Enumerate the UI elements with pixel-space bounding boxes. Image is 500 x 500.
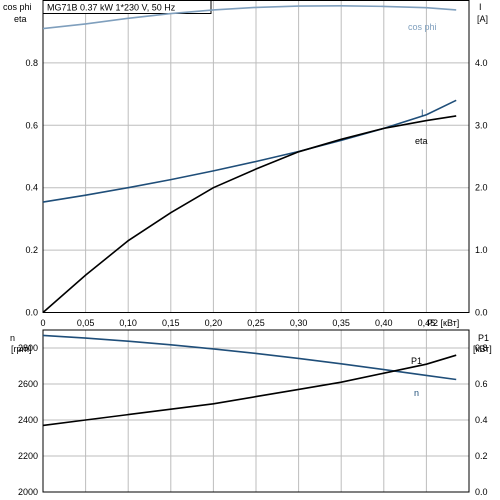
bottom-left-axis-label-top: n [10, 333, 15, 343]
bottom-left-tick-label: 2800 [18, 343, 38, 353]
series-line-eta [42, 115, 457, 314]
bottom-left-tick-label: 2600 [18, 379, 38, 389]
x-tick-label: 0,40 [375, 318, 393, 328]
bottom-left-tick-label: 2000 [18, 487, 38, 497]
bottom-right-tick-label: 0.6 [475, 379, 488, 389]
series-line-n [42, 334, 457, 381]
bottom-right-tick-label: 0.0 [475, 487, 488, 497]
x-tick-label: 0,45 [418, 318, 436, 328]
x-tick-label: 0,10 [119, 318, 137, 328]
x-tick-label: 0,25 [247, 318, 265, 328]
x-tick-label: 0,35 [332, 318, 350, 328]
series-label-p1: P1 [411, 356, 422, 366]
title-box [42, 0, 212, 14]
top-right-axis-label-top: I [479, 2, 482, 12]
top-right-tick-label: 3.0 [475, 120, 488, 130]
x-tick-label: 0,30 [290, 318, 308, 328]
bottom-right-tick-label: 0.2 [475, 451, 488, 461]
series-line-p1 [42, 354, 457, 427]
top-left-axis-label-top: cos phi [3, 2, 32, 12]
top-right-axis-label: [A] [477, 14, 488, 24]
bottom-grid [43, 330, 469, 492]
top-right-tick-label: 2.0 [475, 183, 488, 193]
top-left-tick-label: 0.0 [25, 308, 38, 318]
top-plot-frame [42, 0, 470, 313]
series-label-eta: eta [415, 136, 428, 146]
x-tick-label: 0,15 [162, 318, 180, 328]
top-grid [43, 0, 469, 313]
bottom-tick-labels: 2000 2200 2400 2600 2800 0.0 0.2 0.4 0.6 0.8 [18, 343, 488, 497]
top-right-tick-label: 1.0 [475, 245, 488, 255]
top-right-tick-label: 0.0 [475, 308, 488, 318]
bottom-right-axis-label: [кВт] [473, 344, 492, 354]
top-tick-labels: 0.0 0.2 0.4 0.6 0.8 0.0 1.0 2.0 3.0 4.0 0 0,05 0,10 0… [25, 58, 487, 328]
bottom-right-tick-label: 0.4 [475, 415, 488, 425]
top-left-tick-label: 0.6 [25, 120, 38, 130]
top-left-tick-label: 0.2 [25, 245, 38, 255]
top-left-tick-label: 0.8 [25, 58, 38, 68]
x-tick-label: 0,20 [205, 318, 223, 328]
series-line-i [42, 99, 457, 203]
bottom-right-tick-label: 0.8 [475, 343, 488, 353]
x-tick-label: 0 [40, 318, 45, 328]
bottom-left-axis-label: [rpm] [11, 344, 32, 354]
top-right-tick-label: 4.0 [475, 58, 488, 68]
series-label-i: I [421, 108, 424, 118]
x-axis-label: P2 [кВт] [427, 318, 459, 328]
x-tick-label: 0,05 [77, 318, 95, 328]
chart-title: MG71B 0.37 kW 1*230 V, 50 Hz [47, 3, 176, 13]
bottom-plot-frame [42, 329, 470, 493]
bottom-left-tick-label: 2200 [18, 451, 38, 461]
bottom-left-tick-label: 2400 [18, 415, 38, 425]
bottom-series-group: n P1 [42, 334, 457, 427]
series-line-cos-phi [42, 4, 457, 30]
top-left-axis-label: eta [14, 14, 27, 24]
bottom-right-axis-label-top: P1 [478, 333, 489, 343]
series-label-n: n [414, 388, 419, 398]
top-left-tick-label: 0.4 [25, 183, 38, 193]
series-label-cos-phi: cos phi [408, 22, 437, 32]
